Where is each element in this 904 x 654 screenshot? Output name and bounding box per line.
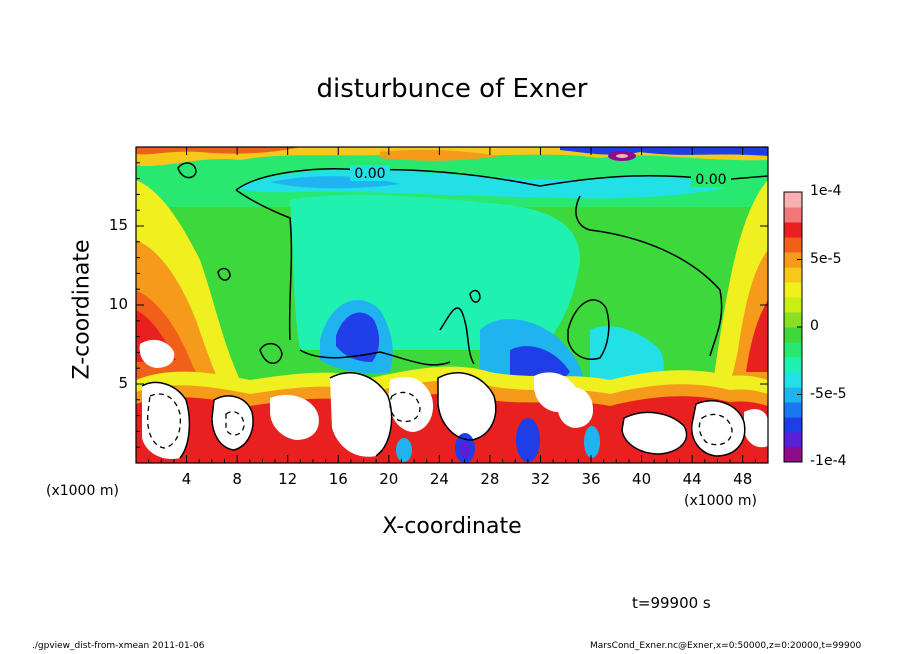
contour-label-bg: [691, 171, 731, 187]
x-tick-label: 44: [682, 470, 702, 488]
x-tick-label: 36: [581, 470, 601, 488]
colorbar-swatch: [784, 282, 802, 298]
time-annotation: t=99900 s: [632, 594, 711, 612]
colorbar-swatch: [784, 207, 802, 223]
colorbar-swatch: [784, 402, 802, 418]
x-tick-label: 32: [530, 470, 551, 488]
colorbar-swatch: [784, 342, 802, 358]
colorbar-swatch: [784, 387, 802, 403]
x-tick-label: 16: [328, 470, 348, 488]
x-unit-label-left: (x1000 m): [46, 483, 119, 499]
y-tick-label: 10: [108, 295, 128, 313]
colorbar-swatch: [784, 252, 802, 268]
x-tick-label: 8: [232, 470, 242, 488]
colorbar-swatch: [784, 327, 802, 343]
contour-label: 0.00: [695, 172, 726, 188]
y-tick-label: 5: [118, 374, 128, 392]
x-tick-label: 24: [429, 470, 449, 488]
colorbar-swatch: [784, 237, 802, 253]
colorbar-swatch: [784, 297, 802, 313]
colorbar-swatch: [784, 267, 802, 283]
x-tick-label: 4: [181, 470, 192, 488]
contour-labels: 0.00 0.00: [350, 165, 731, 188]
colorbar-swatch: [784, 447, 802, 463]
colorbar-swatch: [784, 312, 802, 328]
y-axis-ticks: [136, 162, 768, 448]
colorbar-swatch: [784, 432, 802, 448]
x-tick-label: 40: [632, 470, 652, 488]
contour-lines: [141, 162, 768, 459]
colorbar-tick-label: 5e-5: [810, 250, 842, 267]
contour-label-bg: [350, 165, 390, 181]
colorbar-tick-label: 1e-4: [810, 183, 842, 199]
y-tick-label: 15: [108, 216, 128, 234]
colorbar-swatch: [784, 417, 802, 433]
x-axis-label: X-coordinate: [382, 514, 522, 539]
x-tick-label: 28: [480, 470, 500, 488]
x-tick-label: 20: [379, 470, 399, 488]
chart-title: disturbunce of Exner: [316, 74, 588, 104]
heatmap-field: [136, 147, 768, 463]
x-tick-label: 12: [278, 470, 298, 488]
colorbar-swatch: [784, 372, 802, 388]
colorbar-tick-label: -1e-4: [810, 453, 847, 469]
colorbar-swatch: [784, 222, 802, 238]
contour-dashed: [146, 391, 733, 449]
x-tick-label: 48: [733, 470, 753, 488]
colorbar-tick-label: -5e-5: [810, 385, 847, 402]
x-unit-label-right: (x1000 m): [684, 493, 757, 509]
x-axis-ticks: [148, 147, 756, 463]
contour-label: 0.00: [354, 166, 385, 182]
colorbar-swatch: [784, 357, 802, 373]
colorbar: [783, 191, 803, 463]
colorbar-tick-label: 0: [810, 318, 819, 334]
footer-script-info: ./gpview_dist-from-xmean 2011-01-06: [32, 641, 205, 651]
colorbar-swatch: [784, 192, 802, 208]
footer-file-info: MarsCond_Exner.nc@Exner,x=0:50000,z=0:20…: [590, 641, 862, 651]
